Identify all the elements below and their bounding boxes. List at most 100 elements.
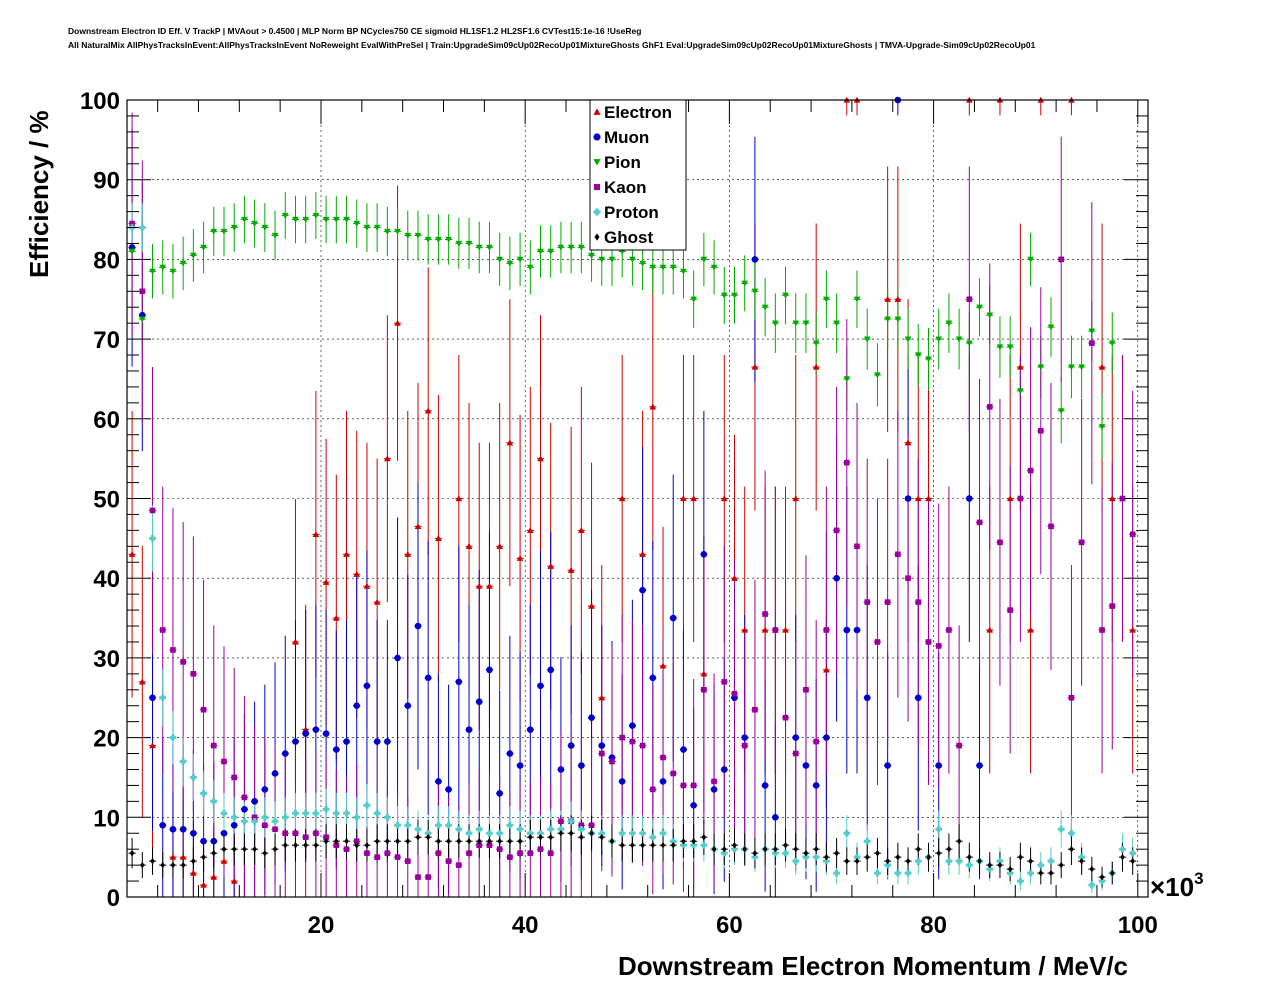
legend-label-proton: Proton (604, 203, 659, 222)
proton-point (139, 224, 146, 231)
kaon-point (946, 627, 952, 633)
proton-point (251, 817, 258, 825)
pion-point (904, 336, 912, 343)
pion-point (230, 224, 238, 231)
pion-point (292, 216, 299, 223)
muon-point (241, 806, 248, 813)
muon-point (322, 730, 330, 737)
ghost-point (640, 841, 645, 849)
ghost-point (425, 833, 431, 841)
pion-point (935, 336, 942, 343)
ghost-point (1058, 861, 1064, 869)
pion-point (159, 264, 167, 271)
kaon-point (333, 842, 340, 848)
muon-point (200, 837, 207, 845)
electron-point (720, 495, 728, 502)
proton-point (475, 825, 483, 833)
pion-point (190, 252, 197, 259)
ghost-point (905, 857, 911, 865)
electron-point (925, 495, 932, 502)
electron-point (343, 550, 350, 557)
electron-point (486, 582, 493, 589)
ghost-point (558, 829, 564, 837)
proton-point (506, 821, 514, 829)
ghost-point (436, 837, 441, 845)
electron-point (149, 742, 156, 749)
ghost-point (783, 841, 788, 849)
ghost-point (926, 853, 931, 861)
proton-point (863, 837, 871, 845)
electron-point (394, 319, 401, 326)
chart-title-line1: Downstream Electron ID Eff. V TrackP | M… (68, 26, 642, 36)
electron-point (424, 407, 432, 414)
kaon-point (210, 742, 217, 749)
ghost-point (1018, 853, 1023, 861)
muon-point (210, 837, 218, 845)
muon-point (618, 778, 626, 785)
proton-point (843, 829, 851, 837)
kaon-point (1017, 495, 1024, 502)
kaon-point (813, 738, 819, 745)
pion-point (537, 248, 544, 255)
kaon-point (680, 782, 687, 789)
muon-point (904, 495, 912, 502)
electron-point (680, 495, 687, 502)
muon-point (506, 750, 514, 757)
electron-point (506, 439, 514, 446)
y-tick-label: 40 (93, 566, 120, 593)
proton-point (914, 857, 922, 865)
proton-point (1027, 869, 1034, 877)
electron-point (792, 495, 800, 502)
electron-point (618, 495, 626, 502)
muon-point (424, 674, 432, 682)
pion-point (139, 316, 146, 323)
proton-point (373, 810, 381, 817)
proton-point (935, 825, 942, 833)
ghost-point (987, 861, 993, 869)
proton-point (1057, 825, 1065, 833)
ghost-point (446, 837, 451, 845)
electron-point (169, 853, 177, 860)
pion-point (578, 244, 585, 251)
muon-point (761, 782, 769, 789)
ghost-point (476, 837, 482, 845)
kaon-point (1089, 340, 1095, 346)
muon-point (690, 802, 697, 809)
pion-point (853, 296, 861, 303)
muon-point (159, 821, 167, 829)
ghost-point (211, 849, 217, 857)
muon-point (710, 786, 718, 793)
kaon-point (282, 830, 289, 837)
proton-point (618, 829, 626, 837)
electron-point (567, 566, 575, 573)
kaon-point (496, 846, 503, 852)
kaon-point (986, 404, 993, 410)
y-tick-label: 0 (107, 885, 120, 912)
proton-point (302, 810, 309, 817)
grid (127, 100, 1148, 897)
kaon-point (966, 296, 973, 303)
kaon-point (507, 854, 513, 860)
kaon-point (1027, 467, 1034, 474)
pion-point (149, 268, 156, 275)
ghost-point (323, 837, 329, 845)
pion-point (424, 236, 432, 243)
muon-point (884, 762, 891, 769)
muon-point (281, 750, 289, 757)
pion-point (925, 356, 932, 363)
ghost-point (701, 833, 707, 841)
muon-point (353, 702, 361, 710)
y-tick-label: 60 (93, 407, 120, 434)
proton-point (516, 825, 524, 833)
legend-marker-ghost (594, 233, 600, 241)
kaon-point (701, 686, 707, 693)
ghost-point (762, 845, 768, 853)
muon-point (639, 586, 646, 594)
kaon-point (762, 611, 768, 617)
ghost-point (150, 857, 155, 865)
electron-point (526, 527, 534, 534)
ghost-point (252, 845, 257, 853)
ghost-point (568, 829, 574, 837)
pion-point (445, 236, 452, 243)
